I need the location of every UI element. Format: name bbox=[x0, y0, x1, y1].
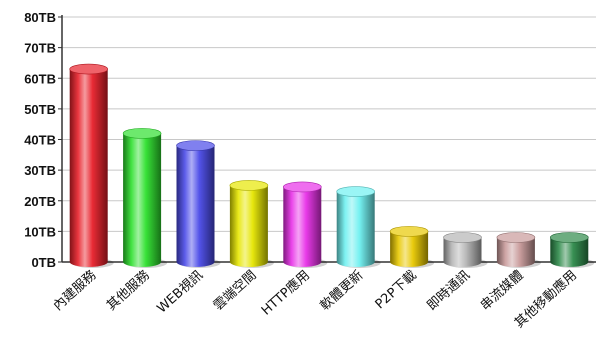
bar-body bbox=[69, 69, 108, 267]
y-tick-label: 30TB bbox=[24, 163, 56, 178]
bar-body bbox=[229, 185, 268, 267]
bar-cap bbox=[443, 232, 482, 243]
y-tick-label: 40TB bbox=[24, 133, 56, 148]
bar-body bbox=[283, 186, 322, 267]
bar bbox=[336, 186, 381, 268]
bar-cap bbox=[389, 226, 429, 237]
y-tick-label: 20TB bbox=[24, 194, 56, 209]
bar-cap bbox=[496, 232, 536, 243]
y-tick-label: 80TB bbox=[24, 10, 56, 25]
x-tick-label: 即時通訊 bbox=[424, 268, 473, 314]
x-tick-labels: 內建服務 其他服務 WEB視訊 雲端空間 HTTP應用 軟體更新 P2P下載 即時通訊 串流媒體… bbox=[51, 267, 580, 331]
bar-cap bbox=[176, 140, 215, 151]
x-tick-label: 軟體更新 bbox=[317, 267, 366, 314]
x-tick-label: 內建服務 bbox=[51, 268, 100, 314]
bar-body bbox=[336, 191, 375, 267]
y-tick-label: 0TB bbox=[31, 255, 56, 270]
bar-body bbox=[496, 237, 535, 268]
bar bbox=[176, 140, 221, 268]
bar bbox=[389, 226, 435, 268]
x-tick-label: WEB視訊 bbox=[155, 268, 207, 317]
bar-cap bbox=[229, 180, 269, 191]
x-tick-label: P2P下載 bbox=[373, 268, 420, 313]
bar-body bbox=[550, 237, 589, 267]
y-tick-label: 10TB bbox=[24, 224, 56, 239]
bar-cap bbox=[69, 63, 108, 75]
bar bbox=[122, 128, 168, 268]
bar bbox=[282, 181, 328, 268]
bar-body bbox=[390, 231, 429, 267]
bar-body bbox=[176, 145, 215, 267]
bar bbox=[229, 180, 274, 268]
bar bbox=[549, 232, 595, 268]
bar-cap bbox=[336, 186, 376, 197]
bar-cap bbox=[122, 128, 162, 139]
x-tick-label: HTTP應用 bbox=[258, 267, 313, 319]
bar-cap bbox=[549, 232, 589, 243]
bar bbox=[443, 232, 488, 268]
bar bbox=[496, 232, 541, 268]
x-tick-label: 其他服務 bbox=[104, 268, 153, 314]
bar-body bbox=[123, 133, 162, 267]
bar-body bbox=[443, 237, 482, 267]
y-tick-label: 50TB bbox=[24, 102, 56, 117]
y-tick-label: 70TB bbox=[24, 41, 56, 56]
bars bbox=[69, 63, 595, 268]
bar-cap bbox=[282, 181, 322, 193]
y-tick-labels: 0TB 10TB 20TB 30TB 40TB 50TB 60TB 70TB 80TB bbox=[24, 10, 56, 270]
bar bbox=[69, 63, 114, 268]
x-tick-label: 串流媒體 bbox=[478, 268, 527, 314]
y-tick-label: 60TB bbox=[24, 71, 56, 86]
x-tick-label: 雲端空間 bbox=[211, 268, 260, 314]
